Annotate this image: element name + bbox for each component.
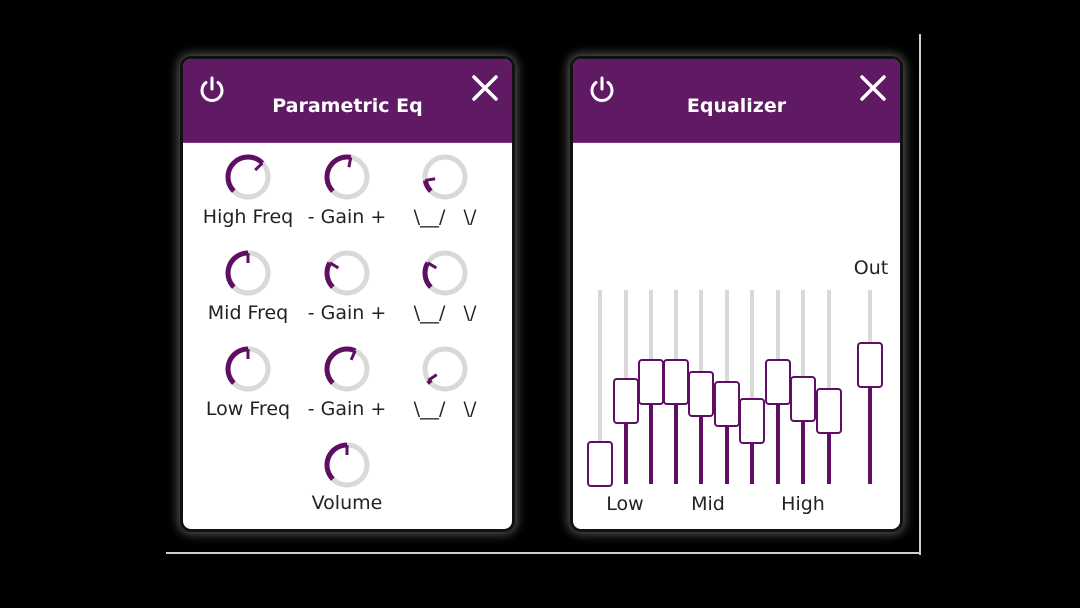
slider-fill: [624, 420, 628, 484]
slider-fill: [674, 401, 678, 484]
slider-track[interactable]: [598, 290, 602, 484]
slider-fill: [776, 401, 780, 484]
slider-thumb[interactable]: [613, 378, 639, 424]
knob-dial-icon: [225, 154, 271, 200]
eq-band-slider-9[interactable]: [790, 290, 816, 484]
panel-title: Equalizer: [686, 95, 787, 117]
slider-thumb[interactable]: [739, 398, 765, 444]
knob-dial-icon: [422, 154, 468, 200]
eq-band-slider-5[interactable]: [688, 290, 714, 484]
mid-q-knob[interactable]: [418, 246, 472, 300]
mid-gain-knob[interactable]: [320, 246, 374, 300]
volume-knob[interactable]: [320, 438, 374, 492]
low-freq-label: Low Freq: [205, 398, 291, 420]
slider-fill: [868, 384, 872, 484]
volume-label: Volume: [311, 492, 383, 514]
knob-dial-icon: [422, 346, 468, 392]
eq-band-slider-6[interactable]: [714, 290, 740, 484]
equalizer-panel: Equalizer Out Low Mid High: [573, 59, 900, 529]
knob-dial-icon: [422, 250, 468, 296]
power-button[interactable]: [195, 73, 229, 107]
band-label-mid: Mid: [691, 493, 725, 515]
frame-line-horizontal: [166, 552, 921, 554]
knob-dial-icon: [324, 154, 370, 200]
close-icon: [860, 75, 886, 101]
mid-q-label: \__/ \/: [413, 302, 477, 324]
low-q-label: \__/ \/: [413, 398, 477, 420]
mid-freq-knob[interactable]: [221, 246, 275, 300]
high-gain-knob[interactable]: [320, 150, 374, 204]
low-gain-label: - Gain +: [307, 398, 387, 420]
high-freq-label: High Freq: [202, 206, 294, 228]
close-button[interactable]: [856, 71, 890, 105]
parametric-eq-header: Parametric Eq: [183, 59, 512, 143]
knob-dial-icon: [324, 442, 370, 488]
eq-out-slider[interactable]: [857, 290, 883, 484]
eq-band-slider-1[interactable]: [587, 290, 613, 487]
close-icon: [472, 75, 498, 101]
mid-freq-label: Mid Freq: [207, 302, 289, 324]
eq-band-slider-7[interactable]: [739, 290, 765, 484]
knob-dial-icon: [225, 250, 271, 296]
slider-thumb[interactable]: [638, 359, 664, 405]
slider-track[interactable]: [827, 290, 831, 484]
slider-thumb[interactable]: [857, 342, 883, 388]
power-button[interactable]: [585, 73, 619, 107]
slider-thumb[interactable]: [587, 441, 613, 487]
slider-fill: [725, 423, 729, 484]
parametric-eq-panel: Parametric Eq High Freq - Gain + \__/ \/…: [183, 59, 512, 529]
slider-fill: [827, 430, 831, 484]
eq-band-slider-4[interactable]: [663, 290, 689, 484]
slider-fill: [699, 413, 703, 484]
high-q-knob[interactable]: [418, 150, 472, 204]
slider-fill: [750, 440, 754, 484]
mid-gain-label: - Gain +: [307, 302, 387, 324]
slider-thumb[interactable]: [714, 381, 740, 427]
slider-thumb[interactable]: [816, 388, 842, 434]
eq-band-slider-3[interactable]: [638, 290, 664, 484]
equalizer-header: Equalizer: [573, 59, 900, 143]
band-label-high: High: [781, 493, 825, 515]
close-button[interactable]: [468, 71, 502, 105]
low-freq-knob[interactable]: [221, 342, 275, 396]
high-freq-knob[interactable]: [221, 150, 275, 204]
knob-dial-icon: [324, 250, 370, 296]
slider-fill: [649, 401, 653, 484]
power-icon: [590, 76, 614, 102]
knob-dial-icon: [324, 346, 370, 392]
band-label-low: Low: [606, 493, 644, 515]
out-label: Out: [853, 257, 889, 279]
slider-track[interactable]: [750, 290, 754, 484]
slider-thumb[interactable]: [765, 359, 791, 405]
eq-band-slider-8[interactable]: [765, 290, 791, 484]
high-q-label: \__/ \/: [413, 206, 477, 228]
slider-thumb[interactable]: [688, 371, 714, 417]
high-gain-label: - Gain +: [307, 206, 387, 228]
power-icon: [200, 76, 224, 102]
low-gain-knob[interactable]: [320, 342, 374, 396]
panel-title: Parametric Eq: [272, 95, 423, 117]
eq-band-slider-2[interactable]: [613, 290, 639, 484]
slider-thumb[interactable]: [663, 359, 689, 405]
knob-dial-icon: [225, 346, 271, 392]
slider-fill: [801, 418, 805, 484]
slider-thumb[interactable]: [790, 376, 816, 422]
eq-band-slider-10[interactable]: [816, 290, 842, 484]
frame-line-vertical: [919, 34, 921, 555]
low-q-knob[interactable]: [418, 342, 472, 396]
